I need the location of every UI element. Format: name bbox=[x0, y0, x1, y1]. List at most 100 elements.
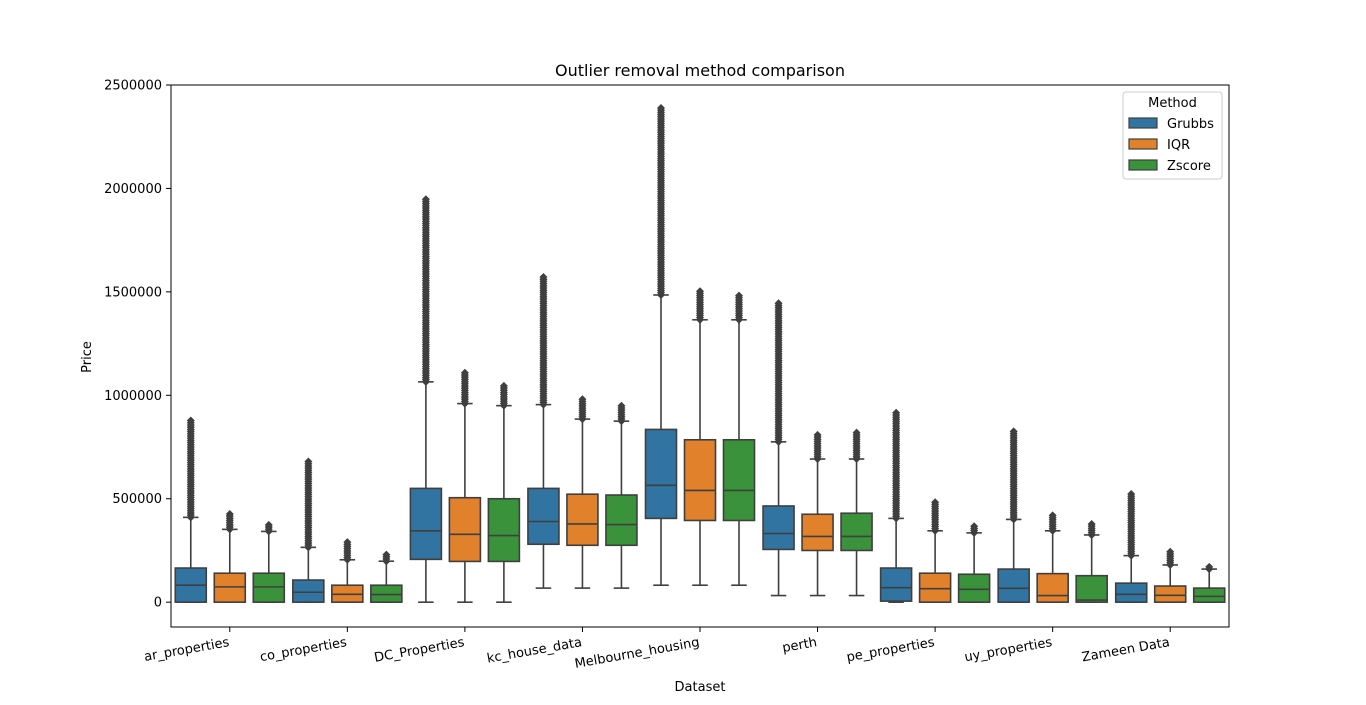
outlier-points bbox=[304, 457, 313, 552]
outlier-points bbox=[578, 395, 587, 424]
x-tick-label: Zameen Data bbox=[1081, 635, 1171, 665]
x-tick-label: DC_Properties bbox=[373, 635, 466, 666]
outlier-point bbox=[264, 520, 273, 529]
outlier-point bbox=[343, 538, 352, 547]
box bbox=[918, 572, 952, 603]
x-axis-title: Dataset bbox=[675, 680, 726, 695]
box bbox=[644, 428, 678, 520]
box bbox=[840, 512, 873, 552]
outlier-point bbox=[1127, 490, 1136, 499]
outlier-points bbox=[460, 368, 469, 408]
series-grubbs bbox=[174, 103, 1148, 603]
outlier-points bbox=[735, 291, 743, 324]
legend-label: IQR bbox=[1167, 138, 1190, 153]
outlier-point bbox=[460, 368, 469, 377]
legend: Method Grubbs IQR Zscore bbox=[1122, 91, 1223, 180]
outlier-point bbox=[225, 509, 234, 518]
outlier-point bbox=[382, 550, 391, 559]
box bbox=[292, 579, 325, 603]
outlier-points bbox=[813, 430, 822, 464]
x-tick-label: kc_house_data bbox=[486, 635, 583, 666]
box bbox=[409, 487, 443, 561]
outlier-point bbox=[774, 299, 783, 308]
legend-frame bbox=[1122, 91, 1223, 180]
x-tick-label: uy_properties bbox=[963, 635, 1053, 665]
x-tick-label: ar_properties bbox=[143, 635, 231, 665]
legend-swatch bbox=[1128, 138, 1158, 150]
outlier-points bbox=[1009, 427, 1018, 524]
outlier-point bbox=[1048, 511, 1057, 520]
outlier-points bbox=[186, 416, 195, 522]
outlier-points bbox=[696, 287, 704, 324]
box bbox=[252, 572, 286, 603]
outlier-point bbox=[1087, 519, 1096, 528]
box bbox=[1114, 582, 1148, 603]
box bbox=[487, 497, 521, 563]
box bbox=[527, 487, 560, 546]
outlier-point bbox=[421, 195, 430, 204]
box bbox=[1192, 587, 1226, 603]
outlier-points bbox=[1166, 547, 1175, 569]
y-tick-label: 0 bbox=[154, 596, 162, 611]
box bbox=[213, 572, 247, 603]
box bbox=[683, 438, 717, 522]
outlier-point bbox=[813, 430, 822, 439]
outlier-points bbox=[1087, 519, 1096, 539]
outlier-point bbox=[578, 395, 587, 404]
outlier-point bbox=[852, 428, 861, 437]
y-tick-label: 1000000 bbox=[104, 389, 162, 404]
x-tick-label: Melbourne_housing bbox=[574, 635, 701, 672]
chart-title: Outlier removal method comparison bbox=[555, 61, 845, 80]
outlier-points bbox=[774, 299, 783, 446]
outlier-point bbox=[1009, 427, 1018, 436]
y-tick-label: 2000000 bbox=[104, 182, 162, 197]
outlier-points bbox=[1127, 490, 1136, 560]
outlier-point bbox=[657, 103, 665, 112]
box bbox=[1036, 572, 1069, 603]
outlier-point bbox=[970, 522, 979, 531]
outlier-point bbox=[892, 408, 901, 417]
series-zscore bbox=[252, 291, 1226, 603]
outlier-point bbox=[499, 381, 508, 390]
legend-label: Grubbs bbox=[1167, 117, 1214, 132]
box bbox=[1153, 585, 1187, 603]
outlier-points bbox=[539, 273, 548, 409]
box bbox=[448, 496, 482, 563]
box bbox=[762, 505, 795, 551]
y-tick-label: 2500000 bbox=[104, 79, 162, 94]
box bbox=[957, 573, 991, 603]
outlier-point bbox=[931, 498, 940, 507]
outlier-points bbox=[892, 408, 901, 523]
outlier-points bbox=[657, 103, 665, 299]
legend-swatch bbox=[1128, 159, 1158, 171]
plot-area bbox=[174, 103, 1226, 603]
outlier-points bbox=[499, 381, 508, 410]
y-tick-label: 500000 bbox=[112, 492, 162, 507]
x-tick-label: perth bbox=[781, 635, 818, 656]
outlier-points bbox=[343, 538, 352, 564]
outlier-point bbox=[304, 457, 313, 466]
outlier-point bbox=[735, 291, 743, 300]
legend-label: Zscore bbox=[1167, 159, 1211, 174]
outlier-point bbox=[539, 273, 548, 282]
outlier-point bbox=[696, 287, 704, 296]
outlier-points bbox=[931, 498, 940, 535]
box bbox=[370, 584, 403, 603]
outlier-points bbox=[421, 195, 430, 386]
y-tick-label: 1500000 bbox=[104, 285, 162, 300]
box bbox=[1075, 574, 1108, 603]
outlier-point bbox=[1166, 547, 1175, 556]
series-iqr bbox=[213, 287, 1187, 603]
legend-swatch bbox=[1128, 117, 1158, 129]
outlier-point bbox=[617, 401, 626, 410]
box bbox=[801, 513, 834, 552]
x-tick-label: co_properties bbox=[259, 635, 348, 665]
outlier-points bbox=[852, 428, 861, 464]
box bbox=[605, 494, 638, 547]
box bbox=[722, 438, 756, 522]
outlier-points bbox=[617, 401, 626, 426]
box bbox=[997, 568, 1030, 603]
box bbox=[879, 567, 913, 602]
x-tick-label: pe_properties bbox=[845, 635, 936, 665]
